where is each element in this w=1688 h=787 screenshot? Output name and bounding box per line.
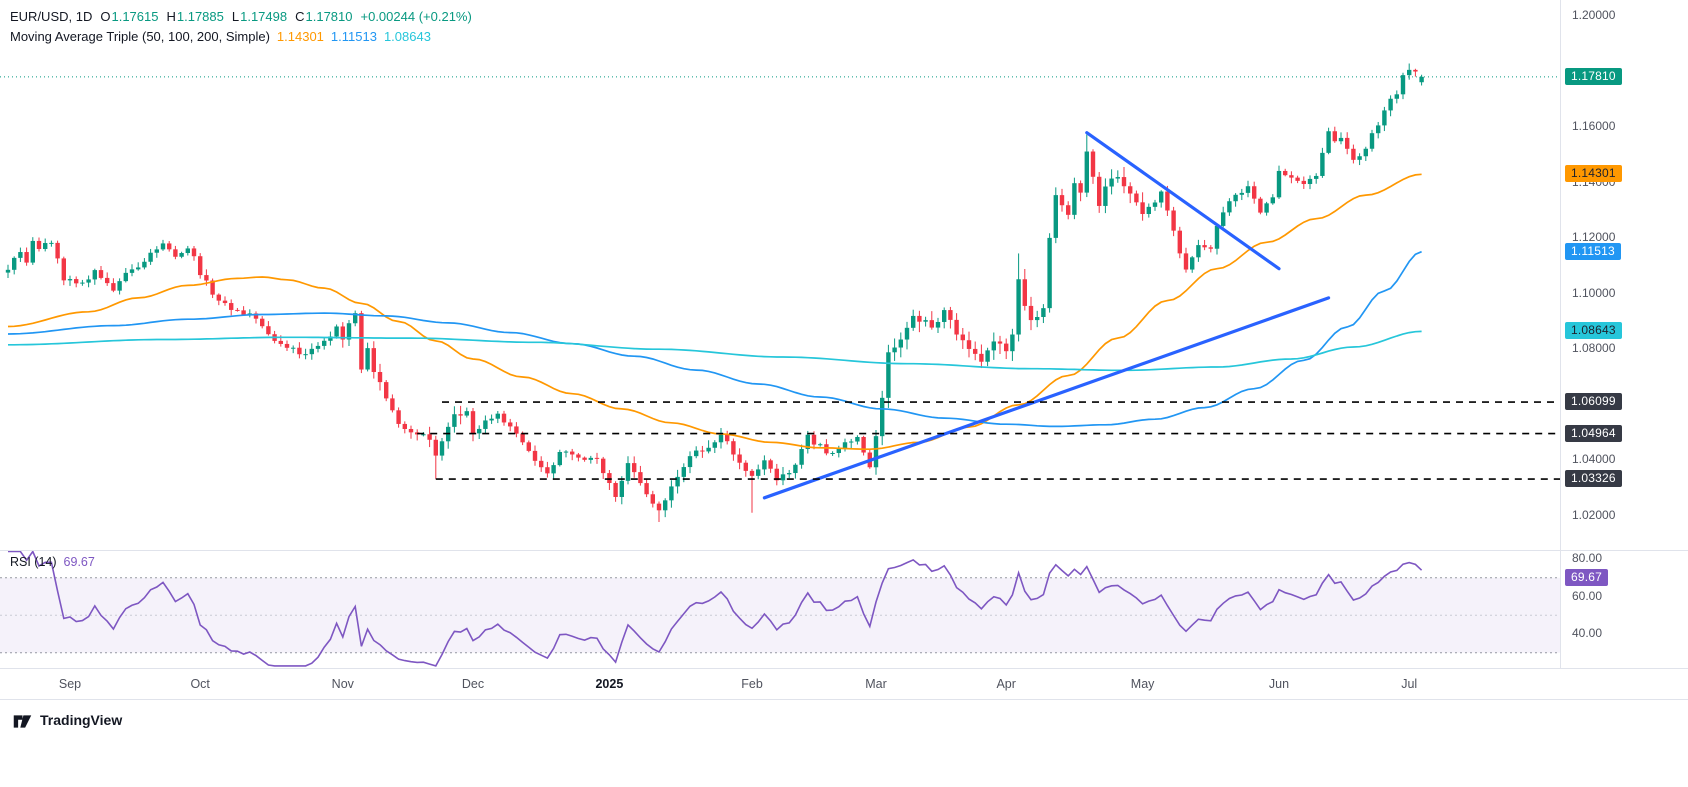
ma50-value: 1.14301 (276, 29, 324, 45)
symbol-title[interactable]: EUR/USD, 1D (10, 9, 93, 24)
ma-line-100[interactable] (7, 250, 1422, 428)
price-tick-1.16000: 1.16000 (1572, 119, 1616, 134)
price-label-1.14301: 1.14301 (1565, 165, 1622, 183)
price-label-1.06099: 1.06099 (1565, 393, 1622, 411)
ma-line-50[interactable] (7, 173, 1422, 451)
price-scale[interactable]: 1.200001.160001.140001.120001.100001.080… (1561, 0, 1688, 700)
time-label-2025: 2025 (595, 677, 624, 691)
time-label-Jun: Jun (1268, 677, 1290, 691)
price-label-1.04964: 1.04964 (1565, 424, 1622, 442)
price-tick-1.04000: 1.04000 (1572, 452, 1616, 467)
ma-line-200[interactable] (8, 330, 1422, 372)
indicator-legend-row: Moving Average Triple (50, 100, 200, Sim… (10, 27, 472, 47)
time-scale[interactable]: Sep Oct Nov Dec 2025 Feb Mar Apr May Jun Jul (0, 668, 1688, 700)
indicator-title[interactable]: Moving Average Triple (50, 100, 200, Sim… (10, 29, 270, 45)
ohlc-value-high: 1.17885 (176, 9, 224, 24)
time-label-Jul: Jul (1401, 677, 1418, 691)
price-tick-1.20000: 1.20000 (1572, 8, 1616, 22)
rsi-tick-40: 40.00 (1572, 626, 1603, 640)
time-label-Nov: Nov (331, 677, 354, 691)
ohlc-label-open: O (100, 9, 111, 24)
ohlc-label-close: C (295, 9, 305, 24)
rsi-tick-60: 60.00 (1572, 588, 1603, 603)
footer-bar: TradingView (0, 701, 1688, 787)
rsi-current-value: 69.67 (63, 555, 95, 569)
ohlc-label-high: H (166, 9, 176, 24)
price-label-1.17810: 1.17810 (1565, 67, 1622, 85)
price-tick-1.10000: 1.10000 (1572, 285, 1616, 300)
price-axis-separator (1560, 0, 1561, 700)
ohlc-value-low: 1.17498 (240, 9, 288, 24)
time-label-Mar: Mar (865, 677, 887, 691)
rsi-line[interactable] (8, 549, 1423, 667)
ma100-value: 1.11513 (330, 29, 377, 45)
change-value: +0.00244 (+0.21%) (360, 9, 472, 24)
time-label-Oct: Oct (190, 677, 210, 691)
ohlc-value-open: 1.17615 (111, 9, 159, 24)
symbol-legend-row: EUR/USD, 1D O1.17615 H1.17885 L1.17498 C1.17… (10, 7, 472, 27)
time-label-Apr: Apr (996, 677, 1016, 691)
rsi-tick-80: 80.00 (1572, 551, 1603, 565)
price-label-1.08643: 1.08643 (1565, 322, 1622, 340)
time-label-May: May (1130, 677, 1155, 691)
ohlc-label-low: L (231, 9, 240, 24)
trendline-descending-resistance[interactable] (1085, 131, 1281, 271)
candlestick-series (5, 63, 1424, 522)
trendline-ascending-support[interactable] (762, 296, 1331, 500)
ohlc-value-close: 1.17810 (305, 9, 353, 24)
rsi-value-label: 69.67 (1565, 569, 1609, 587)
time-label-Sep: Sep (58, 677, 82, 691)
price-tick-1.08000: 1.08000 (1572, 341, 1616, 356)
price-label-1.03326: 1.03326 (1565, 470, 1622, 488)
price-label-1.11513: 1.11513 (1565, 242, 1621, 260)
chart-legend: EUR/USD, 1D O1.17615 H1.17885 L1.17498 C1.17… (10, 7, 472, 47)
time-label-Dec: Dec (461, 677, 485, 691)
price-tick-1.02000: 1.02000 (1572, 507, 1616, 522)
tradingview-logo[interactable] (12, 711, 33, 732)
rsi-legend: RSI (14) 69.67 (10, 555, 95, 569)
chart-canvas[interactable] (0, 0, 1688, 668)
ma200-value: 1.08643 (383, 29, 431, 45)
time-label-Feb: Feb (741, 677, 763, 691)
brand-name[interactable]: TradingView (40, 712, 123, 728)
price-tick-1.12000: 1.12000 (1572, 230, 1616, 245)
rsi-title[interactable]: RSI (14) (10, 555, 57, 569)
